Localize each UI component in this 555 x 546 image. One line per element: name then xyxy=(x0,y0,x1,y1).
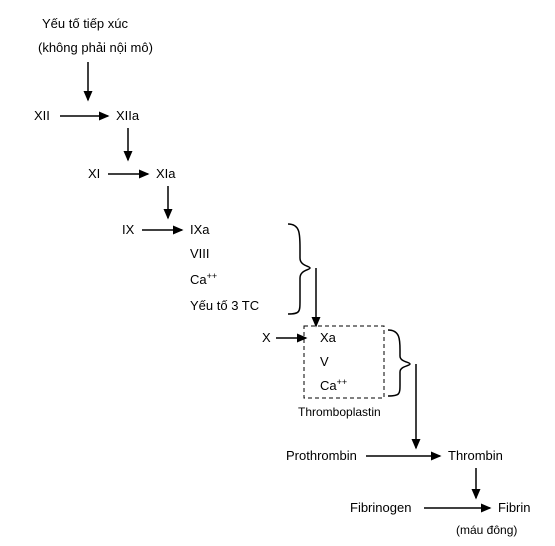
label-prothrombin: Prothrombin xyxy=(286,448,357,463)
label-ca-1: Ca++ xyxy=(190,271,217,287)
label-f10a: Xa xyxy=(320,330,337,345)
label-f12: XII xyxy=(34,108,50,123)
label-fibrin: Fibrin xyxy=(498,500,531,515)
coagulation-cascade-diagram: Yếu tố tiếp xúc (không phải nội mô) XII … xyxy=(0,0,555,546)
label-f12a: XIIa xyxy=(116,108,140,123)
label-f5: V xyxy=(320,354,329,369)
dashed-box-prothrombinase xyxy=(304,326,384,398)
label-fibrinogen: Fibrinogen xyxy=(350,500,411,515)
label-f9: IX xyxy=(122,222,135,237)
label-ca-2: Ca++ xyxy=(320,377,347,393)
label-pf3: Yếu tố 3 TC xyxy=(190,298,259,313)
label-thrombin: Thrombin xyxy=(448,448,503,463)
brace-complex-2 xyxy=(388,330,410,396)
brace-complex-1 xyxy=(288,224,310,314)
label-f11a: XIa xyxy=(156,166,176,181)
label-clot: (máu đông) xyxy=(456,523,517,537)
label-f9a: IXa xyxy=(190,222,210,237)
label-f10: X xyxy=(262,330,271,345)
label-contact-factor-2: (không phải nội mô) xyxy=(38,40,153,55)
label-thromboplastin: Thromboplastin xyxy=(298,405,381,419)
label-f8: VIII xyxy=(190,246,210,261)
label-f11: XI xyxy=(88,166,100,181)
label-contact-factor-1: Yếu tố tiếp xúc xyxy=(42,16,128,31)
